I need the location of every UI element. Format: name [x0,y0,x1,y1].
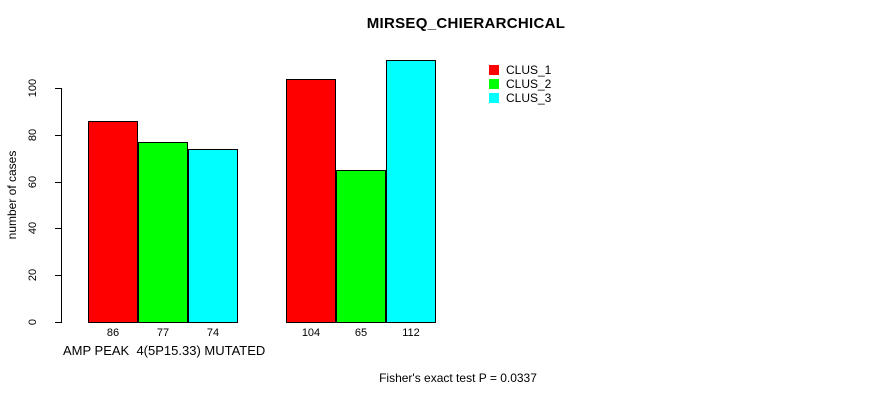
bar-clus_1-group1 [88,121,138,323]
legend: CLUS_1 CLUS_2 CLUS_3 [489,63,551,105]
bar-clus_3-group1 [188,149,238,323]
bar-value-label: 77 [156,327,170,339]
y-axis-tick-label: 0 [27,318,39,326]
bar-clus_2-group1 [138,142,188,323]
bar-value-label: 104 [301,327,321,339]
y-axis-label: number of cases [5,150,19,240]
y-axis-tick-label: 60 [27,175,39,189]
legend-swatch [489,65,499,75]
bar-value-label: 65 [354,327,368,339]
y-axis-tick-label: 20 [27,268,39,282]
legend-swatch [489,93,499,103]
legend-swatch [489,79,499,89]
y-axis-tick-label: 80 [27,128,39,142]
y-axis-tick [55,182,62,183]
y-axis-tick [55,322,62,323]
y-axis-line [61,88,62,323]
legend-item-clus_1: CLUS_1 [489,63,551,77]
fisher-test-annotation: Fisher's exact test P = 0.0337 [379,371,537,385]
bar-clus_3-group2 [386,60,436,323]
legend-item-clus_2: CLUS_2 [489,77,551,91]
bar-value-label: 74 [206,327,220,339]
legend-label: CLUS_1 [506,63,552,77]
y-axis-tick-label: 40 [27,221,39,235]
chart-title: MIRSEQ_CHIERARCHICAL [366,15,566,32]
y-axis-tick [55,228,62,229]
bar-clus_2-group2 [336,170,386,323]
y-axis-tick [55,135,62,136]
bar-value-label: 86 [106,327,120,339]
bar-value-label: 112 [402,327,420,339]
y-axis-tick [55,275,62,276]
legend-label: CLUS_3 [506,91,552,105]
bar-clus_1-group2 [286,79,336,323]
y-axis-tick-label: 100 [27,78,39,98]
legend-item-clus_3: CLUS_3 [489,91,551,105]
y-axis-tick [55,88,62,89]
legend-label: CLUS_2 [506,77,552,91]
x-axis-label: AMP PEAK 4(5P15.33) MUTATED [63,343,266,358]
